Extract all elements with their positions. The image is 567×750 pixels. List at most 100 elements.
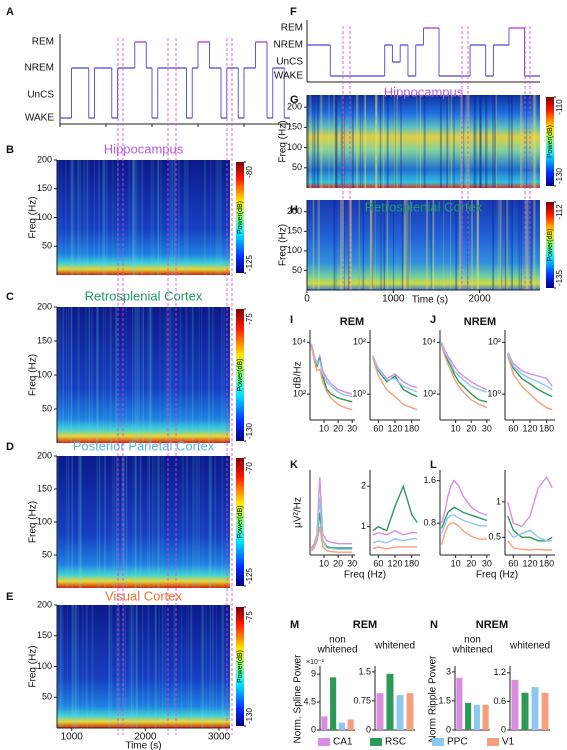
colorbar-tick-label: -75 — [245, 313, 254, 325]
colorbar-tick-label: -135 — [555, 269, 564, 286]
spectrogram-texture — [98, 456, 101, 588]
spectrogram-texture — [121, 456, 124, 588]
spectrogram-texture — [97, 160, 101, 275]
spectrogram-texture — [198, 456, 201, 588]
spectrogram-texture — [492, 200, 495, 290]
bar — [473, 704, 480, 730]
spectrogram-texture — [202, 605, 205, 728]
spectrogram-texture — [526, 200, 529, 290]
spectrogram-texture — [147, 456, 149, 588]
scale-label: ×10⁻² — [306, 659, 325, 666]
spectrogram-texture — [70, 605, 72, 728]
spectrogram-texture — [443, 200, 445, 290]
spectrogram-texture — [164, 605, 167, 728]
spectrogram-texture — [70, 160, 73, 275]
colorbar — [236, 162, 244, 273]
spectrogram-texture — [130, 605, 133, 728]
spectrogram-texture — [465, 95, 467, 188]
x-tick-label: 180 — [404, 558, 419, 568]
spectrogram-texture — [520, 200, 522, 290]
spectrogram-texture — [426, 200, 429, 290]
x-tick-label: 60 — [373, 558, 383, 568]
spectrogram-texture — [157, 456, 160, 588]
bar — [396, 695, 404, 730]
spectrogram — [57, 605, 230, 728]
spectrogram-texture — [375, 95, 378, 188]
spectrogram-texture — [124, 605, 127, 728]
x-tick-label: 120 — [387, 423, 402, 433]
spectrogram-texture — [125, 456, 128, 588]
state-label: WAKE — [274, 71, 303, 82]
spectrogram-texture — [102, 307, 105, 443]
spectrogram-texture — [151, 160, 153, 275]
spectrogram-texture — [221, 307, 223, 443]
bar — [482, 704, 489, 730]
y-tick-label: 0 — [446, 724, 451, 734]
spectrogram-texture — [134, 160, 136, 275]
panel-letter: M — [290, 619, 299, 631]
spectrum-line — [507, 475, 553, 528]
spectrogram-texture — [416, 95, 418, 188]
spectrogram-texture — [116, 605, 118, 728]
colorbar — [236, 309, 244, 441]
colorbar-tick-label: -70 — [245, 462, 254, 474]
state-label: NREM — [25, 63, 54, 74]
spectrogram-texture — [170, 307, 172, 443]
colorbar-label: Power(dB) — [237, 505, 244, 538]
y-tick-label: 1 — [361, 521, 366, 531]
spectrogram-texture — [392, 200, 394, 290]
spectrogram-texture — [182, 456, 184, 588]
spectrogram-texture — [223, 307, 225, 443]
spectrogram-texture — [72, 605, 74, 728]
y-axis-label: dB/Hz — [293, 361, 304, 388]
spectrogram-title: Retrosplenial Cortex — [85, 288, 203, 303]
y-tick-label: 150 — [287, 122, 302, 132]
spectrogram-texture — [128, 160, 131, 275]
spectrum-line — [507, 352, 553, 387]
spectrogram-title: Posterior Parietal Cortex — [73, 438, 215, 453]
spectrogram-texture — [448, 95, 449, 188]
spectrogram-texture — [177, 160, 180, 275]
spectrogram-texture — [152, 160, 155, 275]
colorbar-label: Power(dB) — [237, 650, 244, 683]
spectrum-line — [440, 344, 488, 409]
x-tick-label: 60 — [508, 423, 518, 433]
y-tick-label: 9 — [311, 669, 316, 679]
spectrogram-texture — [99, 456, 101, 588]
panel-title: NREM — [476, 619, 508, 631]
spectrogram-texture — [72, 160, 75, 275]
spectrum-line — [310, 344, 353, 403]
spectrogram-texture — [85, 307, 87, 443]
x-axis-label: Time (s) — [125, 741, 161, 750]
spectrogram — [57, 456, 230, 588]
spectrogram-texture — [400, 95, 402, 188]
spectrogram-texture — [192, 456, 194, 588]
spectrogram-texture — [139, 456, 141, 588]
legend-label: V1 — [502, 737, 515, 748]
y-tick-label: 150 — [37, 483, 52, 493]
spectrogram-texture — [154, 605, 157, 728]
spectrogram-texture — [114, 307, 118, 443]
spectrogram-texture — [351, 95, 354, 188]
spectrogram-texture — [135, 605, 138, 728]
spectrogram-texture — [132, 456, 134, 588]
y-tick-label: 10⁰ — [352, 388, 366, 398]
spectrogram-texture — [168, 307, 170, 443]
spectrogram-texture — [476, 200, 479, 290]
spectrogram-texture — [466, 200, 468, 290]
y-axis-label: Freq (Hz) — [278, 120, 289, 162]
y-tick-label: 50 — [42, 549, 52, 559]
spectrogram-texture — [317, 200, 320, 290]
spectrum-line — [507, 355, 553, 411]
y-tick-label: 0.8 — [423, 518, 436, 528]
spectrogram-texture — [79, 456, 82, 588]
spectrogram-texture — [320, 95, 323, 188]
x-tick-label: 0 — [304, 294, 310, 305]
y-tick-label: 10⁴ — [422, 337, 436, 347]
spectrogram-texture — [406, 200, 409, 290]
spectrogram-texture — [74, 605, 76, 728]
x-axis-label: Freq (Hz) — [344, 570, 386, 581]
spectrogram-texture — [122, 456, 125, 588]
spectrogram-texture — [77, 307, 80, 443]
